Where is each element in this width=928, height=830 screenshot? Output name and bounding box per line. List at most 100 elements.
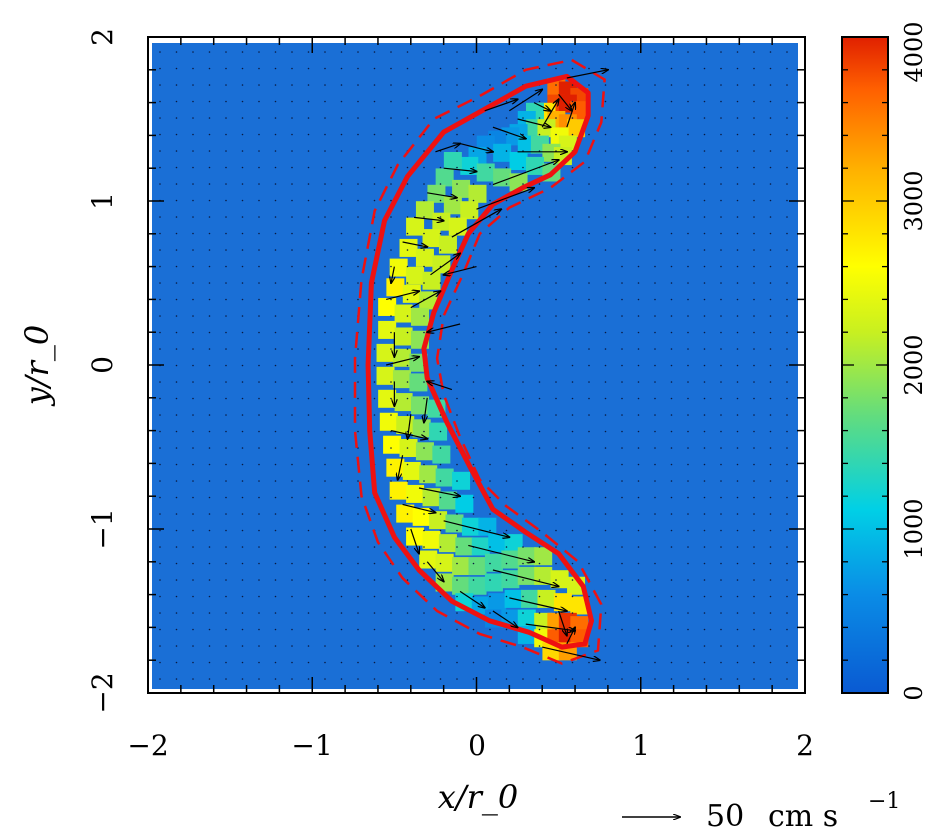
- grid-dot: [340, 397, 343, 400]
- grid-dot: [373, 645, 376, 647]
- grid-dot: [208, 199, 211, 202]
- grid-dot: [175, 100, 178, 103]
- grid-dot: [621, 249, 623, 251]
- grid-dot: [225, 265, 227, 268]
- grid-dot: [472, 529, 475, 532]
- grid-dot: [208, 529, 211, 532]
- grid-dot: [621, 513, 623, 515]
- velocity-vector: [484, 99, 518, 112]
- grid-dot: [373, 628, 376, 631]
- grid-dot: [274, 645, 277, 647]
- grid-dot: [588, 364, 590, 367]
- grid-dot: [703, 612, 706, 614]
- grid-dot: [208, 216, 211, 218]
- grid-dot: [456, 546, 458, 548]
- grid-dot: [456, 678, 458, 680]
- grid-dot: [192, 546, 194, 548]
- grid-dot: [192, 381, 194, 383]
- grid-dot: [670, 397, 673, 400]
- grid-dot: [340, 117, 343, 119]
- grid-dot: [489, 447, 491, 449]
- grid-dot: [241, 84, 244, 86]
- grid-dot: [159, 298, 161, 301]
- grid-dot: [736, 397, 739, 400]
- grid-dot: [588, 430, 590, 433]
- grid-dot: [390, 166, 392, 169]
- grid-dot: [307, 496, 310, 499]
- grid-dot: [324, 562, 326, 565]
- heatmap-cell: [501, 550, 520, 569]
- grid-dot: [654, 166, 656, 169]
- grid-dot: [423, 562, 425, 565]
- grid-dot: [555, 117, 557, 119]
- grid-dot: [357, 183, 359, 185]
- grid-dot: [555, 216, 557, 218]
- grid-dot: [571, 117, 574, 119]
- grid-dot: [753, 661, 755, 664]
- grid-dot: [175, 265, 178, 268]
- grid-dot: [340, 546, 343, 548]
- heatmap-cell: [406, 527, 425, 546]
- grid-dot: [769, 529, 772, 532]
- grid-dot: [208, 364, 211, 367]
- grid-dot: [489, 249, 491, 251]
- grid-dot: [258, 282, 260, 284]
- grid-dot: [505, 447, 508, 449]
- grid-dot: [456, 133, 458, 136]
- grid-dot: [555, 84, 557, 86]
- grid-dot: [621, 67, 623, 70]
- velocity-vector: [459, 143, 493, 152]
- grid-dot: [489, 397, 491, 400]
- grid-dot: [621, 117, 623, 119]
- grid-dot: [505, 661, 508, 664]
- grid-dot: [555, 480, 557, 482]
- grid-dot: [736, 348, 739, 350]
- grid-dot: [291, 364, 293, 367]
- grid-dot: [406, 100, 409, 103]
- grid-dot: [654, 397, 656, 400]
- grid-dot: [406, 661, 409, 664]
- heatmap-cell: [419, 550, 438, 569]
- grid-dot: [786, 381, 788, 383]
- grid-dot: [687, 51, 689, 53]
- heatmap-cell: [448, 217, 467, 236]
- grid-dot: [538, 249, 541, 251]
- grid-dot: [786, 166, 788, 169]
- grid-dot: [274, 397, 277, 400]
- grid-dot: [637, 381, 640, 383]
- grid-dot: [423, 265, 425, 268]
- grid-dot: [621, 364, 623, 367]
- grid-dot: [390, 133, 392, 136]
- grid-dot: [687, 183, 689, 185]
- grid-dot: [703, 480, 706, 482]
- grid-dot: [472, 678, 475, 680]
- grid-dot: [753, 216, 755, 218]
- grid-dot: [522, 315, 524, 317]
- grid-dot: [637, 678, 640, 680]
- grid-dot: [373, 381, 376, 383]
- heatmap-cell: [415, 248, 434, 267]
- grid-dot: [753, 331, 755, 334]
- grid-dot: [786, 67, 788, 70]
- grid-dot: [258, 645, 260, 647]
- grid-dot: [472, 232, 475, 235]
- grid-dot: [703, 348, 706, 350]
- grid-dot: [538, 447, 541, 449]
- grid-dot: [687, 397, 689, 400]
- grid-dot: [324, 645, 326, 647]
- grid-dot: [621, 381, 623, 383]
- grid-dot: [274, 364, 277, 367]
- grid-dot: [225, 100, 227, 103]
- grid-dot: [274, 67, 277, 70]
- velocity-vector: [566, 627, 575, 645]
- velocity-vector: [451, 209, 501, 238]
- grid-dot: [753, 513, 755, 515]
- grid-dot: [720, 414, 722, 416]
- grid-dot: [208, 381, 211, 383]
- grid-dot: [769, 513, 772, 515]
- grid-dot: [703, 463, 706, 466]
- grid-dot: [720, 381, 722, 383]
- heatmap-cell: [402, 461, 421, 480]
- grid-dot: [208, 315, 211, 317]
- grid-dot: [373, 447, 376, 449]
